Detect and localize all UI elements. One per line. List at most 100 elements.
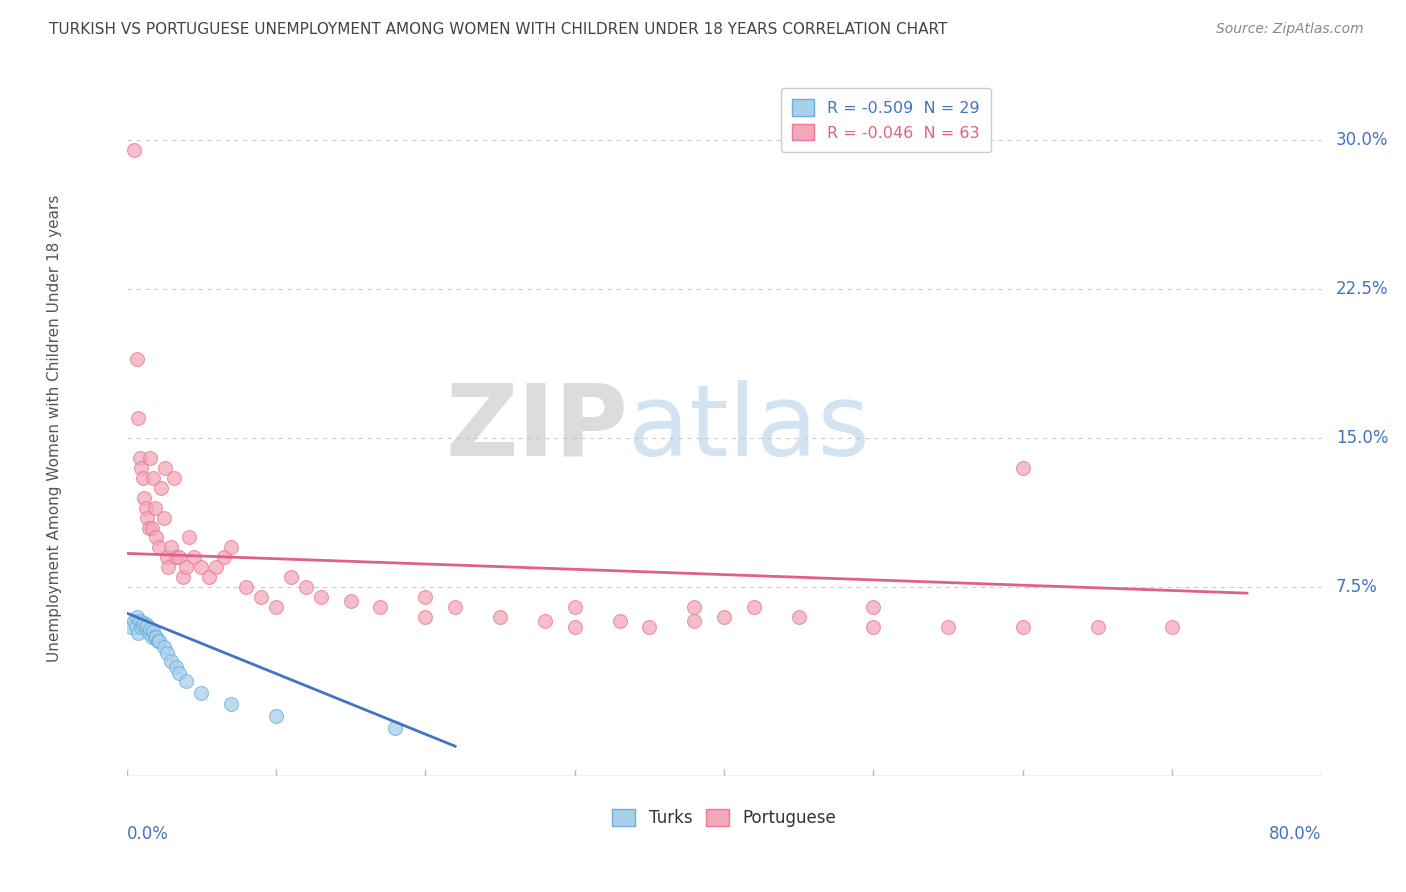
Point — [163, 471, 186, 485]
Point — [415, 590, 437, 604]
Point — [174, 560, 197, 574]
Text: 0.0%: 0.0% — [127, 825, 169, 843]
Point — [125, 610, 148, 624]
Point — [157, 560, 180, 574]
Point — [156, 550, 179, 565]
Point — [143, 500, 166, 515]
Point — [1011, 461, 1033, 475]
Point — [149, 481, 172, 495]
Text: 80.0%: 80.0% — [1270, 825, 1322, 843]
Point — [179, 531, 201, 545]
Point — [172, 570, 194, 584]
Point — [145, 531, 167, 545]
Point — [120, 620, 142, 634]
Point — [370, 600, 392, 615]
Point — [205, 560, 228, 574]
Text: Unemployment Among Women with Children Under 18 years: Unemployment Among Women with Children U… — [48, 194, 62, 662]
Point — [219, 541, 242, 555]
Point — [138, 520, 160, 534]
Point — [127, 411, 149, 425]
Point — [862, 600, 884, 615]
Point — [153, 640, 176, 654]
Point — [183, 550, 205, 565]
Text: atlas: atlas — [628, 380, 870, 476]
Point — [156, 646, 179, 660]
Point — [212, 550, 235, 565]
Point — [160, 654, 183, 668]
Point — [134, 491, 156, 505]
Point — [153, 510, 176, 524]
Point — [136, 618, 159, 632]
Point — [197, 570, 219, 584]
Point — [122, 143, 145, 157]
Point — [148, 541, 170, 555]
Point — [683, 600, 706, 615]
Point — [264, 600, 287, 615]
Point — [280, 570, 302, 584]
Text: Source: ZipAtlas.com: Source: ZipAtlas.com — [1216, 22, 1364, 37]
Point — [564, 600, 586, 615]
Point — [235, 580, 257, 594]
Point — [683, 614, 706, 628]
Point — [936, 620, 959, 634]
Point — [339, 594, 361, 608]
Point — [139, 622, 162, 636]
Point — [250, 590, 273, 604]
Point — [1161, 620, 1184, 634]
Point — [145, 630, 167, 644]
Point — [141, 630, 163, 644]
Point — [384, 722, 406, 736]
Point — [135, 500, 157, 515]
Point — [131, 461, 153, 475]
Point — [165, 550, 187, 565]
Point — [713, 610, 735, 624]
Point — [190, 685, 212, 699]
Point — [787, 610, 810, 624]
Point — [1087, 620, 1109, 634]
Point — [167, 550, 190, 565]
Point — [143, 630, 166, 644]
Point — [638, 620, 661, 634]
Point — [122, 614, 145, 628]
Text: 22.5%: 22.5% — [1336, 280, 1389, 298]
Text: 15.0%: 15.0% — [1336, 429, 1389, 447]
Point — [127, 626, 149, 640]
Point — [609, 614, 631, 628]
Point — [190, 560, 212, 574]
Point — [136, 510, 159, 524]
Point — [125, 351, 148, 366]
Text: TURKISH VS PORTUGUESE UNEMPLOYMENT AMONG WOMEN WITH CHILDREN UNDER 18 YEARS CORR: TURKISH VS PORTUGUESE UNEMPLOYMENT AMONG… — [49, 22, 948, 37]
Point — [135, 620, 157, 634]
Point — [142, 624, 165, 638]
Point — [134, 615, 156, 630]
Point — [141, 520, 163, 534]
Point — [862, 620, 884, 634]
Point — [131, 620, 153, 634]
Point — [146, 633, 169, 648]
Point — [132, 471, 155, 485]
Point — [294, 580, 316, 594]
Point — [174, 673, 197, 688]
Point — [534, 614, 557, 628]
Point — [148, 633, 170, 648]
Point — [129, 614, 152, 628]
Point — [142, 471, 165, 485]
Point — [1011, 620, 1033, 634]
Point — [132, 618, 155, 632]
Text: 7.5%: 7.5% — [1336, 578, 1378, 596]
Point — [129, 450, 152, 465]
Point — [309, 590, 332, 604]
Legend: Turks, Portuguese: Turks, Portuguese — [602, 799, 846, 838]
Point — [415, 610, 437, 624]
Point — [138, 626, 160, 640]
Point — [165, 659, 187, 673]
Point — [155, 461, 177, 475]
Point — [264, 709, 287, 723]
Point — [564, 620, 586, 634]
Point — [160, 541, 183, 555]
Point — [219, 698, 242, 712]
Point — [124, 620, 146, 634]
Point — [489, 610, 512, 624]
Point — [742, 600, 765, 615]
Point — [167, 665, 190, 680]
